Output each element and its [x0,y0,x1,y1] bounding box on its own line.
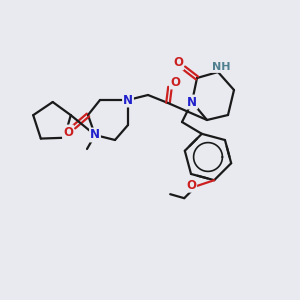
Text: NH: NH [212,62,230,72]
Text: N: N [187,95,197,109]
Text: N: N [123,94,133,106]
Text: O: O [186,179,196,192]
Text: N: N [90,128,100,142]
Text: O: O [170,76,180,88]
Text: O: O [173,56,183,70]
Text: O: O [63,125,73,139]
